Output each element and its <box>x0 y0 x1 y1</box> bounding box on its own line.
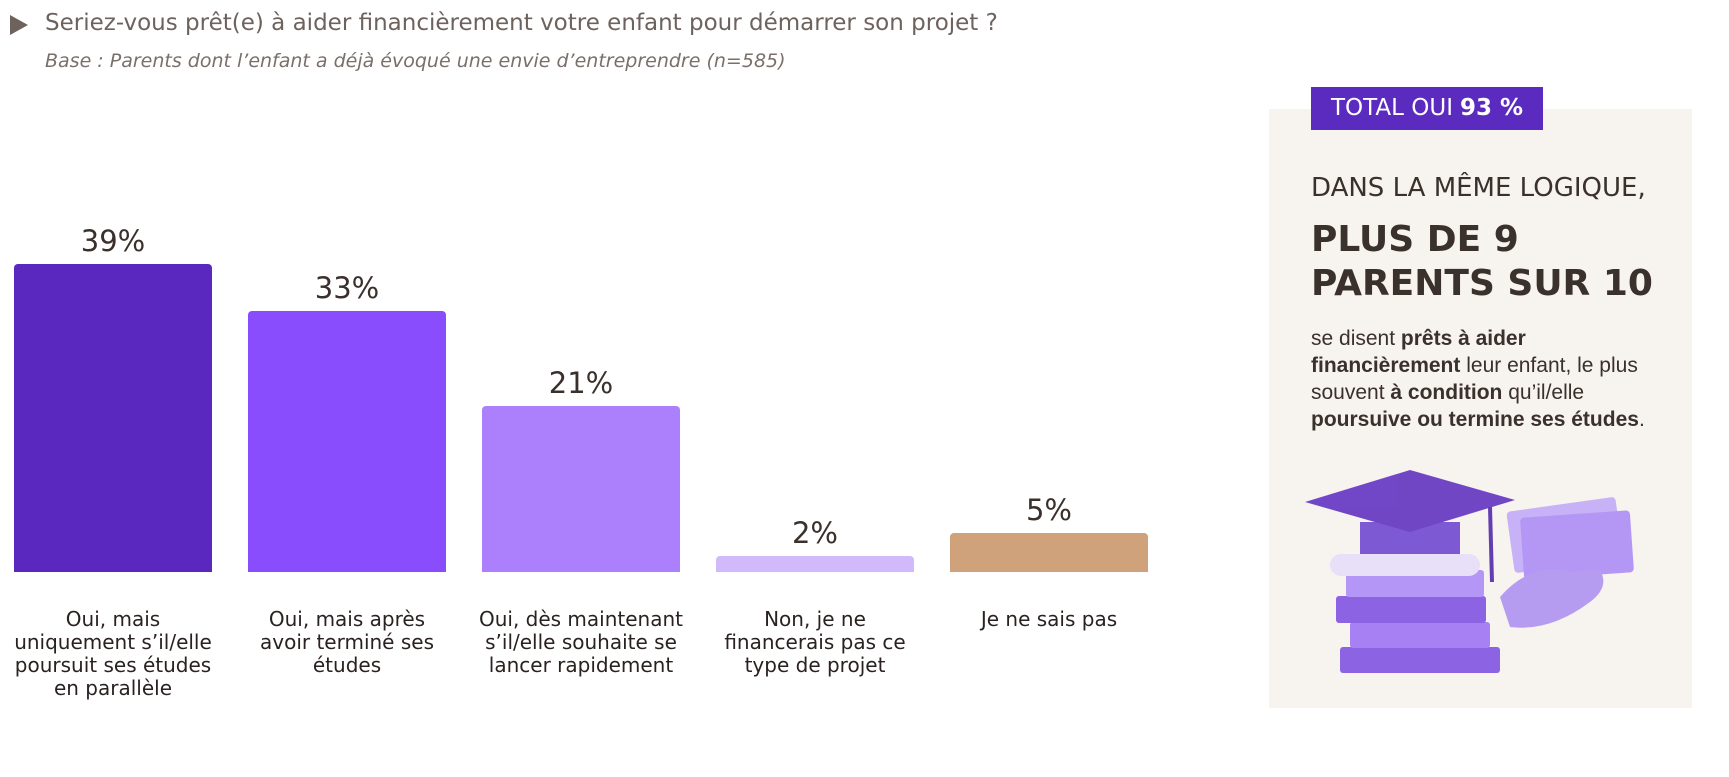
illustration <box>1305 470 1634 673</box>
category-label: Non, je ne financerais pas ce type de pr… <box>724 607 906 677</box>
body-text: prêts à aider financièrement <box>1311 327 1526 377</box>
category-label: Je ne sais pas <box>980 607 1118 631</box>
category-label: Oui, dès maintenant s’il/elle souhaite s… <box>478 607 684 677</box>
value-label: 5% <box>1025 492 1072 527</box>
body-text: . <box>1638 408 1645 431</box>
value-label: 21% <box>548 366 614 401</box>
panel-headline: PLUS DE 9 PARENTS SUR 10 <box>1311 219 1653 304</box>
chart-title: Seriez-vous prêt(e) à aider financièreme… <box>45 10 998 36</box>
bar-chart: 39% Oui, mais uniquement s’il/elle poursu… <box>14 224 1148 700</box>
body-text: se disent <box>1311 327 1401 350</box>
bar <box>14 264 212 572</box>
category-label: Oui, mais uniquement s’il/elle poursuit … <box>14 607 212 700</box>
panel-lead: DANS LA MÊME LOGIQUE, <box>1311 173 1646 203</box>
body-text: à condition <box>1390 381 1503 404</box>
total-value: 93 % <box>1460 95 1524 121</box>
bar <box>482 406 680 572</box>
body-text: qu’il/elle <box>1502 381 1585 404</box>
value-label: 39% <box>80 224 146 258</box>
value-label: 33% <box>314 271 380 306</box>
bar <box>248 311 446 572</box>
total-badge: TOTAL OUI 93 % <box>1311 87 1544 130</box>
bar <box>950 532 1148 572</box>
title-marker <box>10 15 28 35</box>
bar <box>716 556 914 572</box>
category-label: Oui, mais après avoir terminé ses études <box>259 607 434 677</box>
body-text: poursuive ou termine ses études <box>1311 408 1639 431</box>
value-label: 2% <box>791 516 838 551</box>
total-label: TOTAL OUI <box>1331 95 1453 121</box>
chart-subtitle: Base : Parents dont l’enfant a déjà évoq… <box>45 50 786 72</box>
panel-body: se disent prêts à aider financièrement l… <box>1311 325 1651 433</box>
body-text: leur enfant, le plus souvent <box>1311 354 1638 404</box>
